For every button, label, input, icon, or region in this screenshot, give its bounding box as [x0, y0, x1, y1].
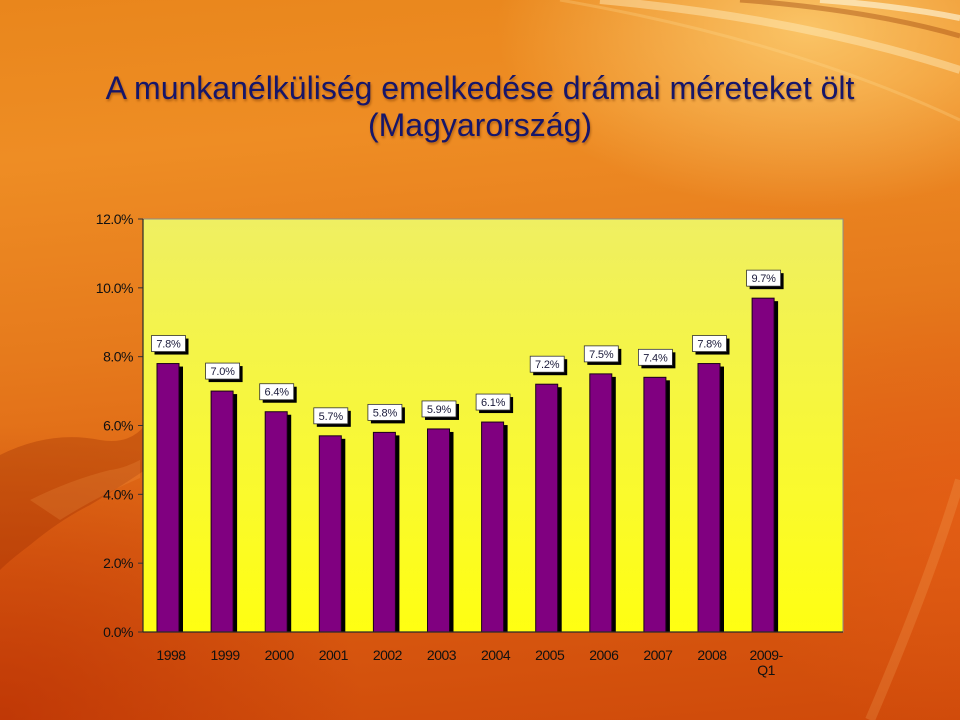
data-label: 7.2%	[529, 355, 568, 376]
data-label-box	[313, 407, 349, 425]
x-tick-label: 2004	[481, 647, 511, 663]
bar-2000	[264, 411, 288, 633]
background-swoosh	[739, 0, 960, 39]
y-tick-label: 0.0%	[103, 624, 133, 640]
data-label-text: 7.4%	[643, 352, 668, 364]
data-label-text: 6.1%	[481, 397, 506, 409]
x-tick-label: 1998	[156, 647, 186, 663]
x-axis-labels: 1998 1999 2000 2001 2002 2003 2004 2005 2006 2007…	[156, 647, 784, 678]
data-label-text: 5.7%	[319, 411, 344, 423]
data-label-text: 6.4%	[265, 387, 290, 399]
y-tick-label: 10.0%	[96, 280, 133, 296]
data-label-text: 7.8%	[697, 339, 722, 351]
data-label: 5.7%	[313, 407, 351, 427]
slide-title: A munkanélküliség emelkedése drámai mére…	[0, 70, 960, 144]
y-tick-label: 12.0%	[96, 211, 133, 227]
x-tick-label: 2001	[319, 647, 349, 663]
y-axis-ticks: 0.0% 2.0% 4.0% 6.0% 8.0% 10.0% 12.0%	[96, 211, 143, 640]
bar-1998	[156, 363, 180, 633]
bar-2006	[589, 373, 613, 633]
y-tick-label: 6.0%	[103, 418, 133, 434]
y-tick-label: 2.0%	[103, 555, 133, 571]
data-labels: 7.8% 7.0% 6.4% 5.7% 5.8% 5.9% 6.1% 7.2% 7.5% 7.4%…	[151, 269, 784, 427]
x-tick-label: 2002	[373, 647, 403, 663]
data-label-box	[583, 345, 619, 363]
slide-title-line-2: (Magyarország)	[367, 107, 593, 143]
bar-2001	[318, 435, 342, 633]
data-label: 5.8%	[367, 403, 405, 424]
x-tick-label: 2005	[535, 647, 565, 663]
bars	[156, 297, 779, 633]
x-tick-label: 2003	[427, 647, 457, 663]
data-label: 9.7%	[746, 269, 784, 290]
x-tick-label: 2007	[643, 647, 673, 663]
data-label-box	[151, 335, 186, 352]
x-tick-label: 2008	[697, 647, 727, 663]
runner-silhouette	[0, 425, 145, 570]
data-label-text: 5.8%	[373, 407, 398, 419]
bar-2007	[643, 376, 667, 633]
data-label-text: 7.8%	[156, 339, 181, 351]
data-label-box	[692, 335, 727, 352]
data-label: 7.5%	[583, 345, 622, 365]
data-label-box	[205, 362, 241, 380]
bar-2009-Q1	[751, 297, 775, 633]
slide-title-line-1: A munkanélküliség emelkedése drámai mére…	[105, 70, 855, 106]
bar-2005	[535, 383, 559, 633]
data-label-text: 5.9%	[427, 404, 452, 416]
data-label: 6.1%	[475, 393, 514, 414]
data-label: 7.8%	[151, 335, 189, 355]
x-tick-label: 2009-Q1	[749, 647, 783, 678]
background-swoosh	[599, 0, 960, 74]
background-swoosh	[559, 0, 960, 122]
bar-1999	[210, 390, 234, 633]
data-label-text: 7.0%	[210, 366, 235, 378]
x-tick-label: 2000	[265, 647, 295, 663]
data-label: 6.4%	[259, 383, 297, 403]
runner-silhouette	[30, 460, 140, 520]
bar-2002	[372, 431, 396, 633]
bar-2004	[481, 421, 505, 633]
data-label-box	[638, 348, 673, 366]
data-label: 7.8%	[692, 335, 730, 355]
data-label: 7.0%	[205, 362, 243, 383]
x-tick-label: 1999	[211, 647, 241, 663]
data-label-box	[746, 269, 781, 287]
x-tick-label: 2006	[589, 647, 619, 663]
background-swoosh	[819, 0, 960, 21]
background-swoosh	[865, 478, 960, 720]
data-label: 5.9%	[421, 400, 459, 420]
data-label-box	[475, 393, 511, 411]
y-tick-label: 8.0%	[103, 349, 133, 365]
y-tick-label: 4.0%	[103, 486, 133, 502]
data-label: 7.4%	[638, 348, 676, 369]
data-label-text: 7.5%	[589, 349, 614, 361]
data-label-text: 7.2%	[535, 359, 560, 371]
data-label-box	[367, 403, 403, 421]
data-label-box	[529, 355, 565, 373]
data-label-box	[421, 400, 457, 418]
data-label-box	[259, 383, 295, 401]
bar-2008	[697, 363, 721, 633]
data-label-text: 9.7%	[751, 273, 776, 285]
bar-2003	[427, 428, 450, 633]
